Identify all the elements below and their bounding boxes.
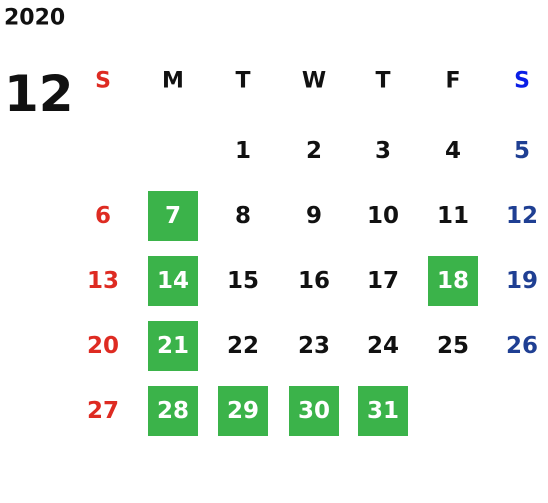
day: 15 <box>227 268 259 294</box>
day: 21 <box>157 333 189 359</box>
highlight-box <box>148 321 198 371</box>
weekday-label: F <box>445 69 460 94</box>
highlight-box <box>289 386 339 436</box>
highlight-box <box>218 386 268 436</box>
day: 20 <box>87 333 119 359</box>
day: 28 <box>157 398 189 424</box>
weekday-label: S <box>514 69 530 94</box>
day: 8 <box>235 203 251 229</box>
day: 16 <box>298 268 330 294</box>
day: 1 <box>235 138 251 164</box>
day: 30 <box>298 398 330 424</box>
day: 6 <box>95 203 111 229</box>
weekday-label: T <box>375 69 390 94</box>
weekday-label: T <box>235 69 250 94</box>
month: 12 <box>4 65 74 123</box>
day: 18 <box>437 268 469 294</box>
day: 25 <box>437 333 469 359</box>
day: 13 <box>87 268 119 294</box>
highlight-box <box>148 191 198 241</box>
day: 14 <box>157 268 189 294</box>
day: 10 <box>367 203 399 229</box>
day: 9 <box>306 203 322 229</box>
day: 24 <box>367 333 399 359</box>
day: 29 <box>227 398 259 424</box>
day: 4 <box>445 138 461 164</box>
day: 27 <box>87 398 119 424</box>
weekday-label: M <box>162 69 184 94</box>
day: 12 <box>506 203 538 229</box>
weekday-label: W <box>302 69 326 94</box>
day: 11 <box>437 203 469 229</box>
highlight-box <box>148 386 198 436</box>
day: 3 <box>375 138 391 164</box>
day: 17 <box>367 268 399 294</box>
year: 2020 <box>4 6 65 31</box>
day: 7 <box>165 203 181 229</box>
day: 26 <box>506 333 538 359</box>
highlight-box <box>428 256 478 306</box>
day: 23 <box>298 333 330 359</box>
highlight-box <box>358 386 408 436</box>
day: 5 <box>514 138 530 164</box>
day: 22 <box>227 333 259 359</box>
day: 2 <box>306 138 322 164</box>
highlight-box <box>148 256 198 306</box>
day: 31 <box>367 398 399 424</box>
weekday-label: S <box>95 69 111 94</box>
day: 19 <box>506 268 538 294</box>
